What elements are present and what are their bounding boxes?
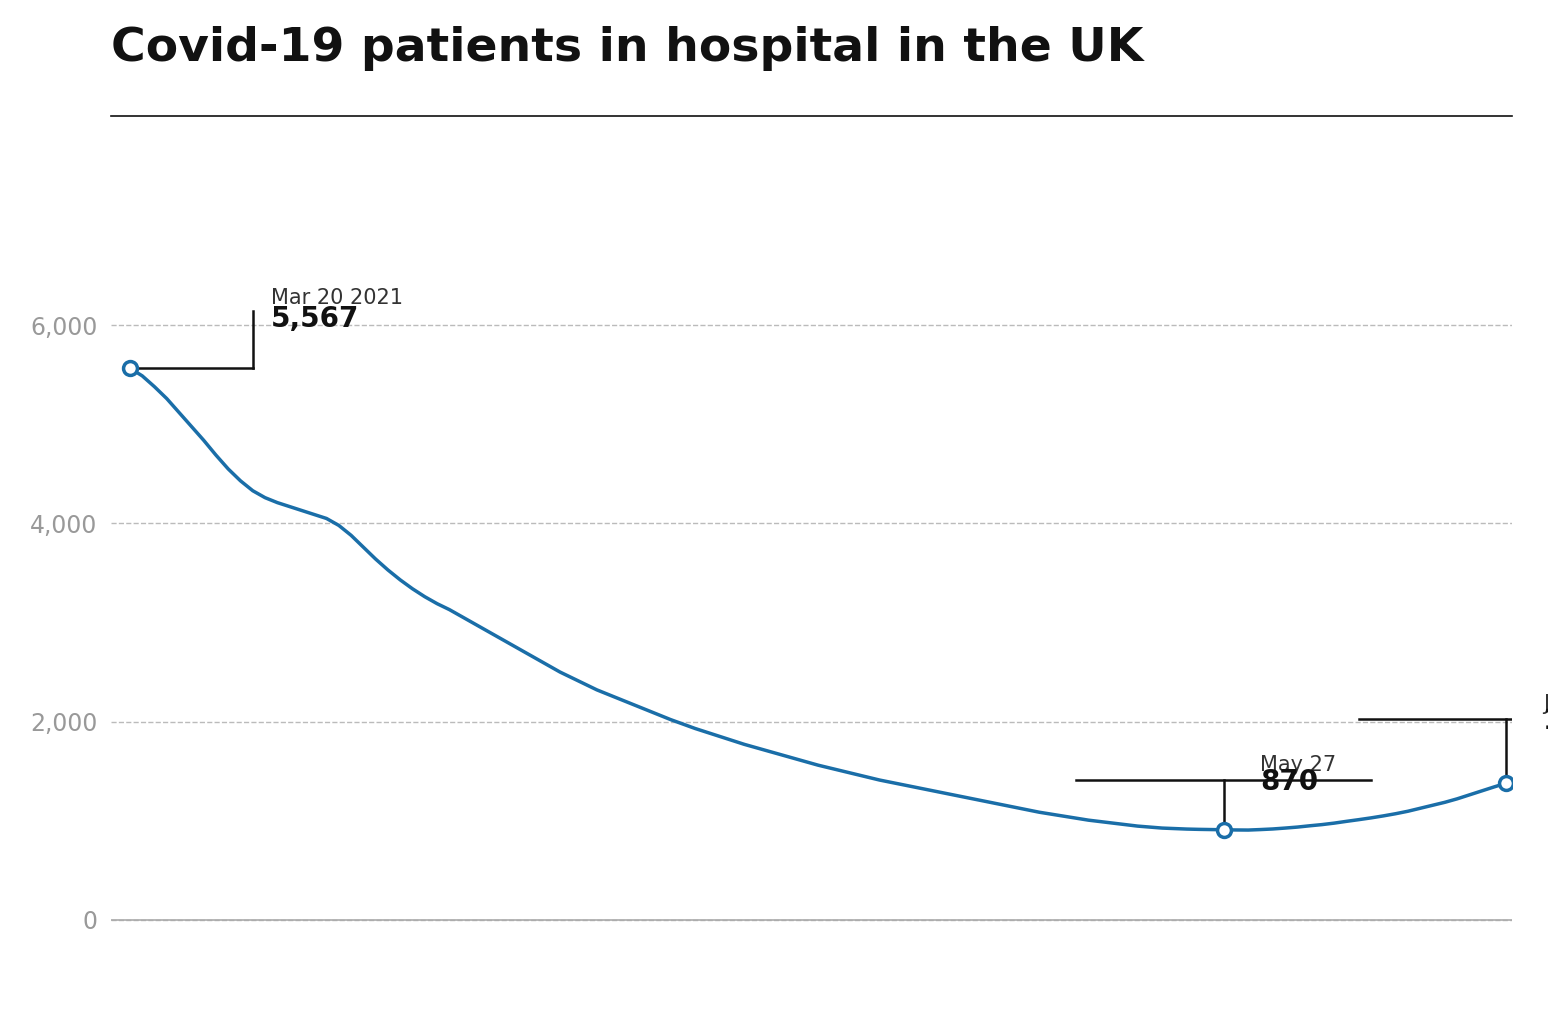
Text: May 27: May 27 (1260, 755, 1336, 775)
Text: 870: 870 (1260, 768, 1319, 796)
Text: Jun 20: Jun 20 (1543, 694, 1548, 714)
Text: Covid-19 patients in hospital in the UK: Covid-19 patients in hospital in the UK (111, 26, 1144, 71)
Text: 1,378: 1,378 (1543, 707, 1548, 735)
Text: Mar 20 2021: Mar 20 2021 (271, 288, 402, 308)
Text: 5,567: 5,567 (271, 304, 359, 332)
